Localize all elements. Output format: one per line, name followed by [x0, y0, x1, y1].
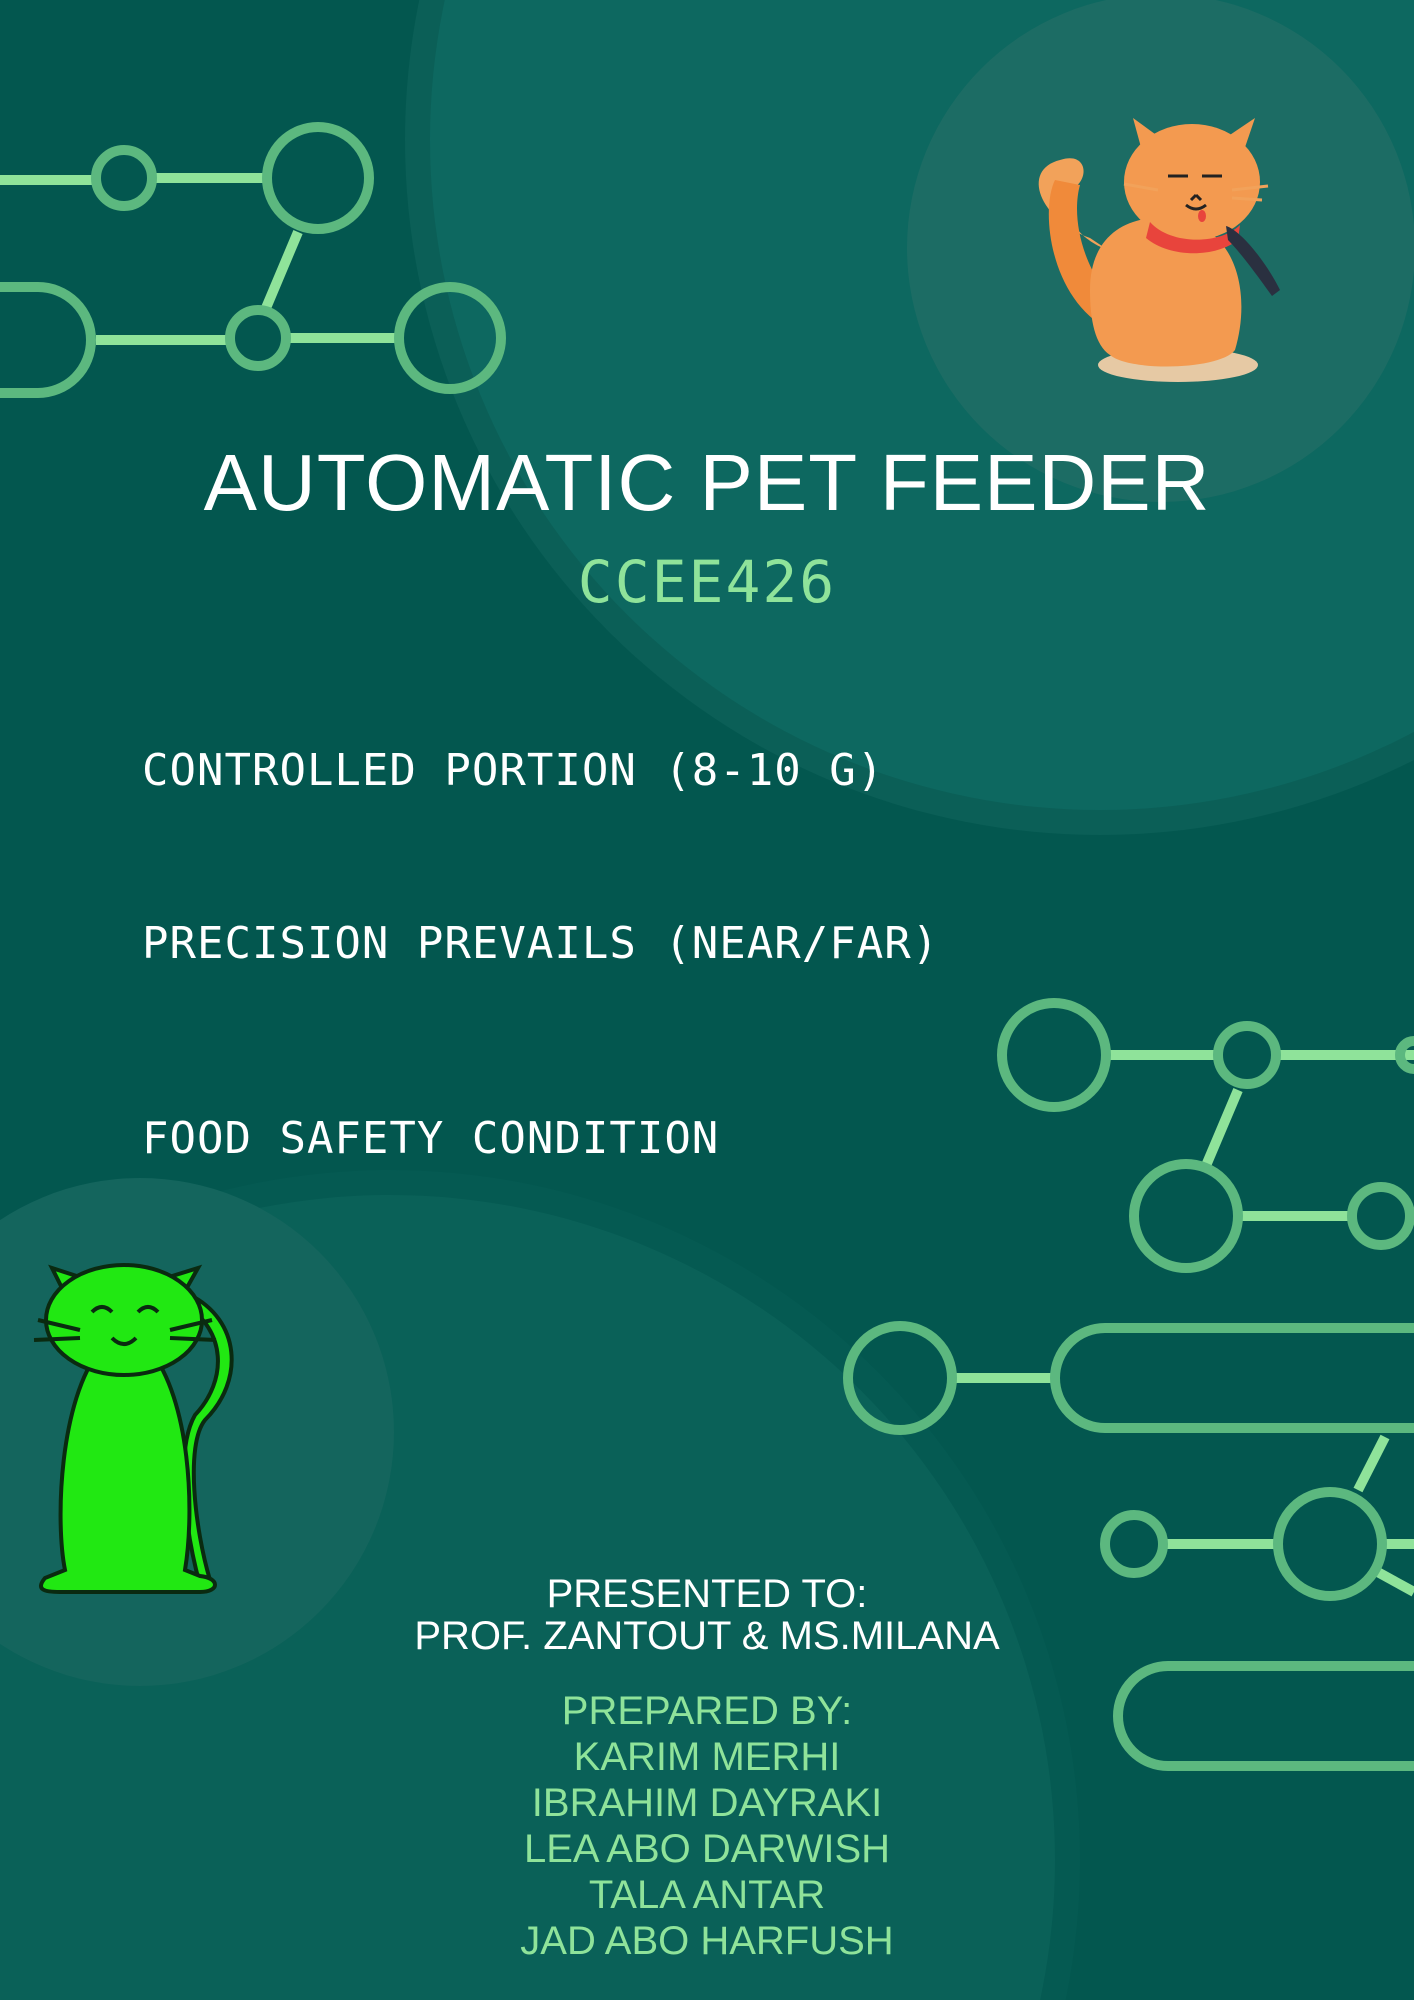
team-member: LEA ABO DARWISH	[523, 1827, 891, 1871]
feature-item: PRECISION PREVAILS (NEAR/FAR)	[142, 918, 940, 969]
presented-to-section: PRESENTED TO: PROF. ZANTOUT & MS.MILANA	[0, 1573, 1414, 1657]
team-member: IBRAHIM DAYRAKI	[531, 1781, 883, 1825]
prepared-by-heading: PREPARED BY:	[561, 1689, 853, 1733]
circuit-top-left	[0, 122, 506, 398]
feature-item: CONTROLLED PORTION (8-10 G)	[142, 745, 885, 796]
course-code: CCEE426	[577, 548, 837, 616]
team-member: TALA ANTAR	[588, 1873, 826, 1917]
circuit-right	[843, 998, 1414, 1771]
team-member: KARIM MERHI	[573, 1735, 841, 1779]
presented-to-heading: PRESENTED TO:	[546, 1572, 868, 1616]
poster-title: AUTOMATIC PET FEEDER	[203, 438, 1211, 527]
feature-item: FOOD SAFETY CONDITION	[142, 1113, 720, 1164]
presented-to-names: PROF. ZANTOUT & MS.MILANA	[414, 1614, 1000, 1658]
prepared-by-section: PREPARED BY: KARIM MERHI IBRAHIM DAYRAKI…	[0, 1688, 1414, 1964]
team-member: JAD ABO HARFUSH	[520, 1919, 894, 1963]
orange-cat-icon	[1038, 118, 1280, 382]
green-cat-icon	[33, 1263, 234, 1594]
